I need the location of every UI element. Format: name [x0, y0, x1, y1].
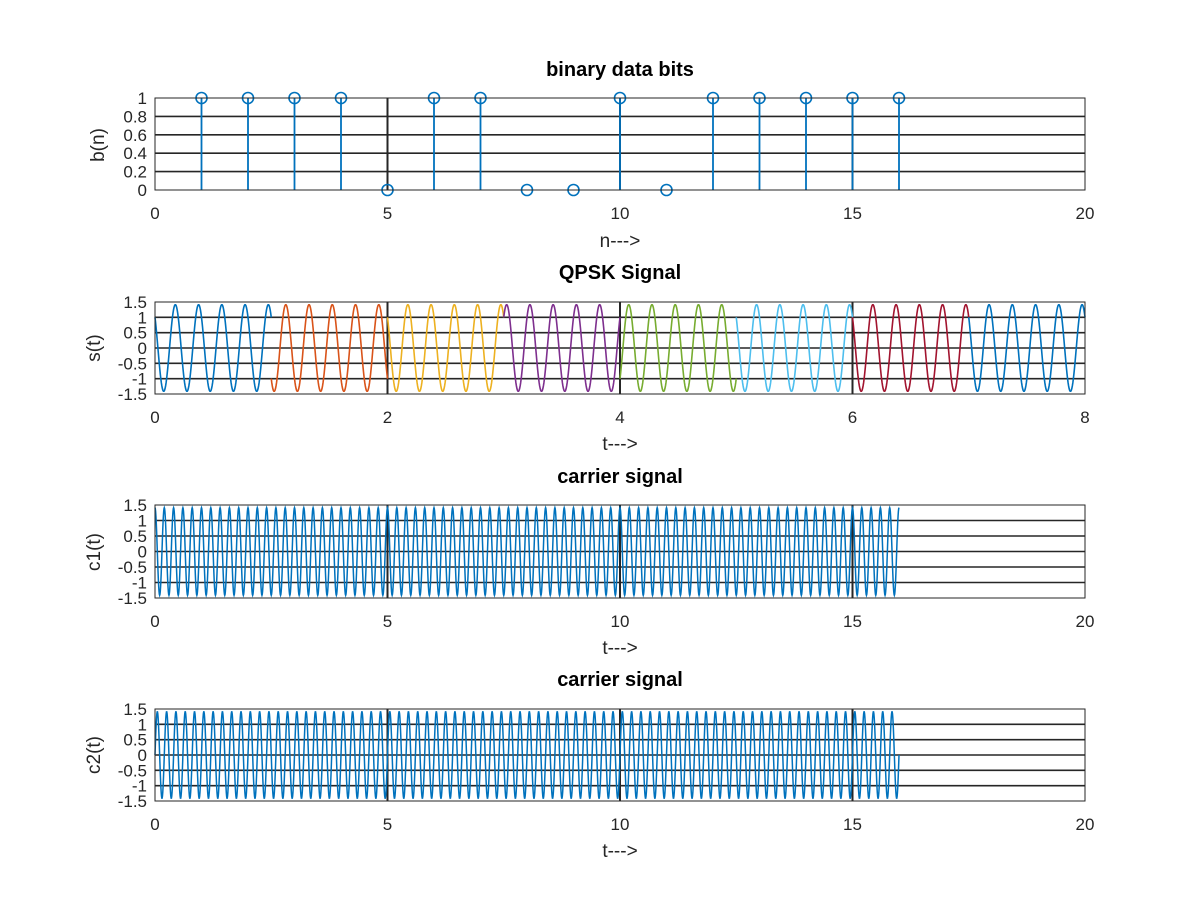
y-tick-label: 0.5: [123, 324, 147, 343]
x-tick-label: 15: [843, 204, 862, 223]
grid-lines: [155, 302, 1085, 394]
x-tick-label: 5: [383, 612, 392, 631]
qpsk-segment-line: [851, 303, 970, 393]
qpsk-segment-line: [270, 303, 389, 393]
qpsk-segment-line: [502, 303, 621, 393]
plot-area: [154, 711, 900, 799]
y-tick-label: -0.5: [118, 354, 147, 373]
y-tick-label: 0.5: [123, 731, 147, 750]
tick-labels: 0 5 10 15 20-1.5-1-0.500.511.5: [118, 496, 1095, 631]
carrier-line: [154, 711, 900, 799]
y-tick-label: 0: [138, 181, 147, 200]
axes-frame: [154, 97, 1086, 191]
x-axis-label: t--->: [602, 434, 637, 455]
y-tick-label: -1.5: [118, 589, 147, 608]
subplot-carrier-signal-c1: carrier signal t---> c1(t) 0 5 10 15 20-1.5-…: [84, 466, 1094, 659]
x-tick-label: 5: [383, 204, 392, 223]
x-axis-label: t--->: [602, 638, 637, 659]
y-tick-label: -1: [132, 574, 147, 593]
qpsk-segment-line: [619, 303, 738, 393]
x-tick-label: 10: [611, 815, 630, 834]
plot-title: carrier signal: [557, 466, 683, 488]
qpsk-segment-line: [967, 303, 1086, 393]
y-tick-label: -0.5: [118, 558, 147, 577]
y-tick-label: 0: [138, 543, 147, 562]
x-tick-label: 8: [1080, 408, 1089, 427]
y-tick-label: 0: [138, 746, 147, 765]
y-tick-label: 0.6: [123, 126, 147, 145]
x-tick-label: 10: [611, 612, 630, 631]
carrier-line: [154, 505, 900, 598]
y-tick-label: -1.5: [118, 792, 147, 811]
y-tick-label: 0.5: [123, 527, 147, 546]
x-tick-label: 5: [383, 815, 392, 834]
y-axis-label: b(n): [88, 128, 109, 162]
tick-labels: 0 2 4 6 8-1.5-1-0.500.511.5: [118, 293, 1090, 427]
x-tick-label: 4: [615, 408, 624, 427]
plot-title: carrier signal: [557, 669, 683, 691]
axes-frame: [154, 301, 1086, 395]
subplot-qpsk-signal: QPSK Signal t---> s(t) 0 2 4 6 8-1.5-1-0.500…: [84, 262, 1090, 455]
y-axis-label: c1(t): [84, 533, 105, 571]
x-tick-label: 2: [383, 408, 392, 427]
y-axis-label: c2(t): [84, 736, 105, 774]
y-tick-label: 1: [138, 512, 147, 531]
x-tick-label: 0: [150, 815, 159, 834]
y-axis-label: s(t): [84, 334, 105, 361]
x-tick-label: 15: [843, 612, 862, 631]
subplot-binary-data-bits: binary data bits n---> b(n) 0 5 10 15 2000.2…: [88, 59, 1094, 252]
y-tick-label: 1: [138, 715, 147, 734]
y-tick-label: 1: [138, 89, 147, 108]
qpsk-segment-line: [386, 303, 505, 393]
plot-title: binary data bits: [546, 59, 694, 81]
y-tick-label: -1: [132, 777, 147, 796]
y-tick-label: 0.2: [123, 163, 147, 182]
subplot-carrier-signal-c2: carrier signal t---> c2(t) 0 5 10 15 20-1.5-…: [84, 669, 1094, 862]
tick-labels: 0 5 10 15 20-1.5-1-0.500.511.5: [118, 700, 1095, 834]
axes-frame: [154, 504, 1086, 599]
x-axis-label: n--->: [600, 231, 641, 252]
x-tick-label: 20: [1076, 612, 1095, 631]
y-tick-label: 1.5: [123, 700, 147, 719]
qpsk-segment-line: [154, 303, 273, 393]
y-tick-label: 0: [138, 339, 147, 358]
plot-area: [154, 303, 1086, 393]
y-tick-label: 0.4: [123, 144, 147, 163]
x-tick-label: 6: [848, 408, 857, 427]
x-tick-label: 20: [1076, 204, 1095, 223]
qpsk-segment-line: [735, 303, 854, 393]
x-tick-label: 0: [150, 204, 159, 223]
y-tick-label: -0.5: [118, 761, 147, 780]
x-tick-label: 15: [843, 815, 862, 834]
plot-title: QPSK Signal: [559, 262, 681, 284]
y-tick-label: 1.5: [123, 293, 147, 312]
y-tick-label: -1: [132, 370, 147, 389]
x-tick-label: 0: [150, 408, 159, 427]
axes-frame: [154, 708, 1086, 802]
y-tick-label: 1.5: [123, 496, 147, 515]
y-tick-label: 0.8: [123, 107, 147, 126]
plot-area: [154, 505, 900, 598]
x-tick-label: 0: [150, 612, 159, 631]
y-tick-label: -1.5: [118, 385, 147, 404]
x-axis-label: t--->: [602, 841, 637, 862]
y-tick-label: 1: [138, 308, 147, 327]
x-tick-label: 10: [611, 204, 630, 223]
x-tick-label: 20: [1076, 815, 1095, 834]
